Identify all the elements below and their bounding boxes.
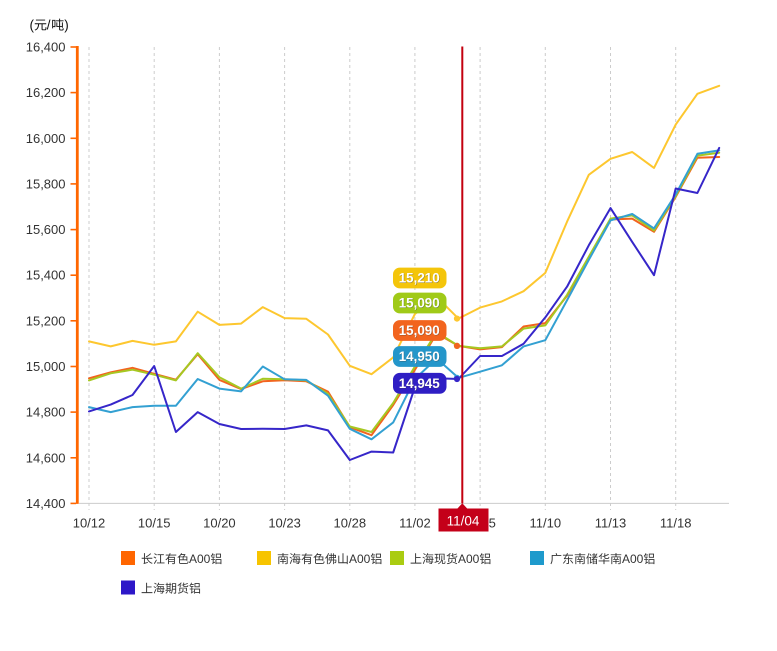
svg-text:15,090: 15,090 [399, 296, 440, 311]
svg-text:15,600: 15,600 [26, 222, 66, 237]
svg-text:(: ( [30, 18, 35, 33]
svg-text:A00: A00 [458, 552, 480, 566]
svg-text:15,210: 15,210 [399, 271, 440, 286]
svg-text:15,800: 15,800 [26, 176, 66, 191]
svg-text:14,400: 14,400 [26, 496, 66, 511]
svg-text:14,950: 14,950 [399, 349, 440, 364]
svg-text:14,945: 14,945 [399, 377, 441, 392]
svg-text:15,090: 15,090 [399, 323, 440, 338]
svg-text:): ) [64, 18, 69, 33]
svg-text:11/18: 11/18 [660, 516, 692, 531]
svg-text:14,950: 14,950 [399, 350, 440, 365]
svg-text:15,210: 15,210 [399, 271, 440, 286]
svg-text:14,945: 14,945 [399, 376, 441, 391]
svg-text:A00: A00 [349, 552, 371, 566]
svg-text:16,200: 16,200 [26, 85, 66, 100]
svg-text:10/28: 10/28 [334, 516, 367, 531]
svg-text:15,200: 15,200 [26, 313, 66, 328]
svg-text:15,000: 15,000 [26, 359, 66, 374]
svg-text:10/20: 10/20 [203, 516, 236, 531]
svg-text:14,600: 14,600 [26, 450, 66, 465]
svg-text:16,400: 16,400 [26, 40, 66, 55]
svg-text:15,090: 15,090 [399, 324, 440, 339]
svg-text:10/12: 10/12 [73, 516, 106, 531]
svg-text:10/23: 10/23 [268, 516, 301, 531]
svg-text:11/04: 11/04 [447, 514, 480, 529]
svg-text:11/10: 11/10 [530, 516, 562, 531]
svg-text:16,000: 16,000 [26, 131, 66, 146]
svg-text:/: / [47, 18, 51, 33]
svg-text:11/02: 11/02 [399, 516, 431, 531]
svg-text:A00: A00 [622, 552, 644, 566]
svg-text:11/13: 11/13 [595, 516, 627, 531]
svg-text:14,800: 14,800 [26, 405, 66, 420]
svg-text:15,400: 15,400 [26, 268, 66, 283]
svg-text:10/15: 10/15 [138, 516, 171, 531]
svg-text:A00: A00 [189, 552, 211, 566]
svg-text:15,090: 15,090 [399, 296, 440, 311]
